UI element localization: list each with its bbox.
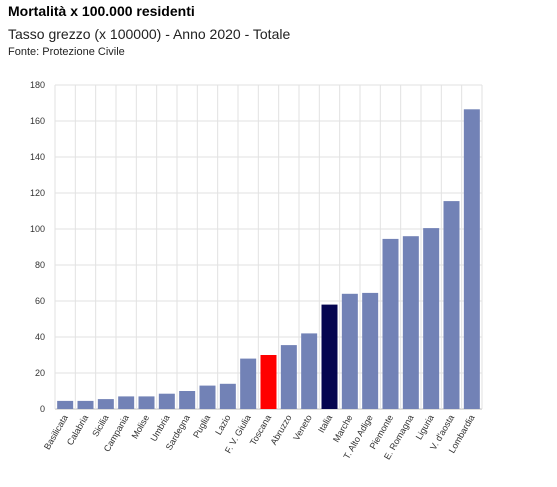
bar-abruzzo[interactable]: [280, 345, 297, 409]
bar-campania[interactable]: [118, 396, 135, 409]
bar-calabria[interactable]: [77, 400, 94, 409]
x-tick-label: Basilicata: [42, 413, 70, 451]
x-tick-label: Veneto: [291, 413, 314, 442]
chart-subtitle: Tasso grezzo (x 100000) - Anno 2020 - To…: [8, 26, 291, 42]
bar-marche[interactable]: [341, 293, 358, 409]
y-axis: 0 20 40 60 80 100 120 140 160 180: [30, 80, 45, 414]
bar-liguria[interactable]: [423, 228, 440, 409]
y-tick-label: 180: [30, 80, 45, 90]
bars: [57, 109, 480, 410]
bar-molise[interactable]: [138, 396, 155, 409]
bar-lombardia[interactable]: [463, 109, 480, 410]
y-tick-label: 20: [35, 368, 45, 378]
bar-t-alto-adige[interactable]: [362, 292, 379, 409]
y-tick-label: 140: [30, 152, 45, 162]
bar-lazio[interactable]: [219, 383, 236, 409]
bar-italia[interactable]: [321, 304, 338, 409]
y-tick-label: 120: [30, 188, 45, 198]
x-tick-label: Puglia: [191, 413, 212, 440]
bar-basilicata[interactable]: [57, 400, 74, 409]
bar-e-romagna[interactable]: [402, 236, 419, 409]
y-tick-label: 160: [30, 116, 45, 126]
bar-piemonte[interactable]: [382, 238, 399, 409]
bar-sicilia[interactable]: [97, 399, 114, 409]
bar-f-v-giulia[interactable]: [240, 358, 257, 409]
bar-sardegna[interactable]: [179, 391, 196, 409]
bar-v-d-aosta[interactable]: [443, 201, 460, 409]
y-tick-label: 40: [35, 332, 45, 342]
chart-source: Fonte: Protezione Civile: [8, 46, 125, 58]
bar-veneto[interactable]: [301, 333, 318, 409]
y-tick-label: 100: [30, 224, 45, 234]
chart-title: Mortalità x 100.000 residenti: [8, 3, 195, 19]
y-tick-label: 80: [35, 260, 45, 270]
bar-toscana[interactable]: [260, 355, 277, 409]
bar-umbria[interactable]: [158, 393, 175, 409]
y-tick-label: 60: [35, 296, 45, 306]
x-tick-label: Molise: [130, 413, 152, 441]
x-tick-label: Lazio: [213, 413, 232, 437]
x-tick-label: Sicilia: [90, 413, 110, 438]
y-tick-label: 0: [40, 404, 45, 414]
x-tick-label: Italia: [316, 413, 334, 434]
bar-puglia[interactable]: [199, 385, 216, 409]
